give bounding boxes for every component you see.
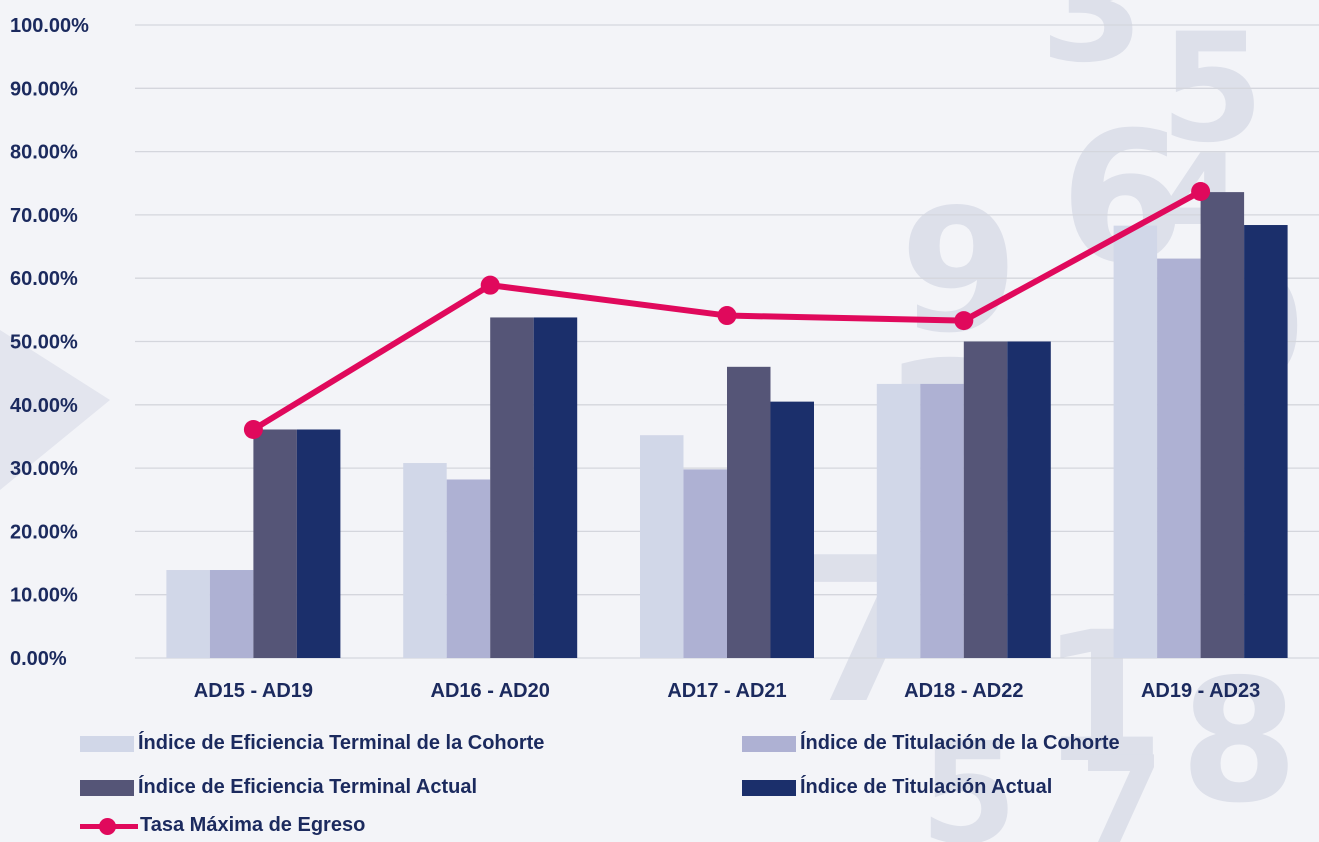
bar <box>533 317 578 658</box>
line-point <box>1191 181 1211 201</box>
legend-label-titulacion-actual: Índice de Titulación Actual <box>800 776 1053 798</box>
legend-item-tasa-maxima: Tasa Máxima de Egreso <box>80 814 365 837</box>
y-tick-label: 80.00% <box>10 142 78 164</box>
bar <box>876 383 921 658</box>
x-category-label: AD17 - AD21 <box>667 680 786 702</box>
y-tick-label: 20.00% <box>10 521 78 543</box>
legend-swatch-titulacion-cohorte <box>742 735 796 752</box>
y-tick-label: 50.00% <box>10 332 78 354</box>
y-tick-label: 30.00% <box>10 458 78 480</box>
svg-text:8: 8 <box>1180 643 1298 841</box>
legend-swatch-tasa-maxima <box>80 817 138 835</box>
legend-item-eficiencia-actual: Índice de Eficiencia Terminal Actual <box>80 776 477 799</box>
bar <box>209 570 254 658</box>
svg-text:3: 3 <box>1040 0 1144 96</box>
bar <box>727 366 771 658</box>
y-tick-label: 70.00% <box>10 205 78 227</box>
svg-text:5: 5 <box>920 713 1017 842</box>
svg-text:5: 5 <box>1160 2 1264 176</box>
line-point <box>243 419 263 439</box>
legend-item-titulacion-cohorte: Índice de Titulación de la Cohorte <box>742 732 1120 755</box>
bar <box>1244 225 1288 658</box>
x-category-label: AD16 - AD20 <box>431 680 550 702</box>
y-tick-label: 60.00% <box>10 268 78 290</box>
y-tick-label: 0.00% <box>10 648 67 670</box>
x-category-label: AD18 - AD22 <box>904 680 1023 702</box>
bar <box>1113 225 1158 658</box>
legend-swatch-eficiencia-cohorte <box>80 735 134 752</box>
bar <box>490 317 534 658</box>
y-tick-label: 10.00% <box>10 585 78 607</box>
legend-item-eficiencia-cohorte: Índice de Eficiencia Terminal de la Coho… <box>80 732 544 755</box>
line-point <box>954 311 974 331</box>
legend-label-eficiencia-cohorte: Índice de Eficiencia Terminal de la Coho… <box>138 732 545 754</box>
legend-item-titulacion-actual: Índice de Titulación Actual <box>742 776 1052 799</box>
bar <box>920 383 964 658</box>
legend-label-tasa-maxima: Tasa Máxima de Egreso <box>140 814 366 836</box>
y-tick-label: 40.00% <box>10 395 78 417</box>
bar <box>1200 192 1245 658</box>
x-category-label: AD15 - AD19 <box>194 680 313 702</box>
bar <box>640 435 684 658</box>
bar <box>253 429 297 658</box>
bar <box>683 469 727 658</box>
line-point <box>717 306 737 326</box>
x-category-label: AD19 - AD23 <box>1141 680 1260 702</box>
bar <box>1007 341 1051 658</box>
bar <box>770 401 814 658</box>
y-tick-label: 90.00% <box>10 78 78 100</box>
max-egress-line <box>243 181 1211 439</box>
bar <box>403 463 447 658</box>
bar <box>963 341 1008 658</box>
legend-swatch-eficiencia-actual <box>80 779 134 796</box>
bar <box>446 479 491 658</box>
svg-text:9: 9 <box>900 173 1018 371</box>
y-axis-ticks: 0.00% 10.00% 20.00% 30.00% 40.00% 50.00% 60.00… <box>10 15 89 670</box>
y-tick-label: 100.00% <box>10 15 89 37</box>
line-point <box>480 275 500 295</box>
legend-label-eficiencia-actual: Índice de Eficiencia Terminal Actual <box>138 776 477 798</box>
x-axis-categories: AD15 - AD19 AD16 - AD20 AD17 - AD21 AD18 - … <box>194 680 1260 702</box>
bars <box>166 192 1288 658</box>
legend: Índice de Eficiencia Terminal de la Coho… <box>80 732 1280 842</box>
bar <box>166 570 210 658</box>
bar <box>296 429 341 658</box>
legend-label-titulacion-cohorte: Índice de Titulación de la Cohorte <box>800 732 1120 754</box>
legend-swatch-titulacion-actual <box>742 779 796 796</box>
legend-dot <box>99 817 116 835</box>
svg-text:7: 7 <box>1080 732 1164 842</box>
bar <box>1157 258 1201 658</box>
